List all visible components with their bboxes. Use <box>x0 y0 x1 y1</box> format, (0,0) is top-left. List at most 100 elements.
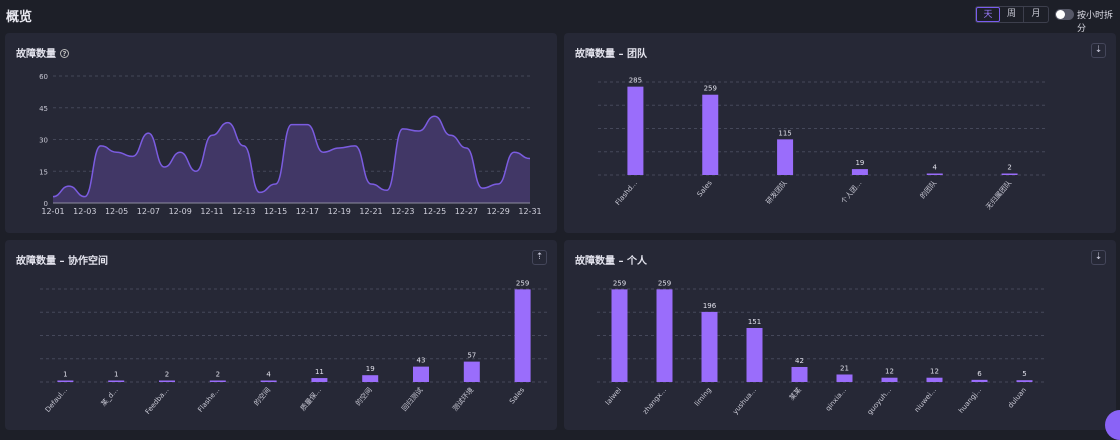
data-label: 1 <box>63 371 67 379</box>
data-label: 2 <box>216 371 220 379</box>
data-label: 12 <box>930 368 939 376</box>
x-tick-label: yushua... <box>731 386 758 416</box>
bar-chart: 259laiwei259zhangx...196liming151yushua.… <box>564 240 1116 430</box>
sort-asc-icon[interactable]: ⇡ <box>532 250 547 265</box>
x-tick-label: 12-01 <box>41 207 64 216</box>
x-tick-label: 回归测试 <box>400 386 425 413</box>
data-label: 2 <box>165 371 169 379</box>
bar <box>777 139 793 175</box>
x-tick-label: Flashe... <box>196 386 221 414</box>
x-tick-label: 12-19 <box>328 207 351 216</box>
bar <box>927 378 943 382</box>
chart-panel-space: 1 Defaul... 1 某_d... 2 Feedba... 2 Flashe... 4 的空… <box>5 240 557 430</box>
data-label: 12 <box>885 368 894 376</box>
data-label: 4 <box>933 164 938 172</box>
x-tick-label: laiwei <box>604 386 623 407</box>
x-tick-label: 12-27 <box>455 207 478 216</box>
data-label: 259 <box>613 279 626 287</box>
data-label: 2 <box>1007 164 1011 172</box>
x-tick-label: 12-05 <box>105 207 128 216</box>
bar <box>747 328 763 382</box>
data-label: 19 <box>855 159 864 167</box>
bar <box>413 367 429 382</box>
data-label: 115 <box>778 129 791 137</box>
x-tick-label: huangj... <box>957 386 983 415</box>
bar <box>210 381 226 383</box>
x-tick-label: 12-21 <box>359 207 382 216</box>
x-tick-label: Defaul... <box>44 386 69 414</box>
x-tick-label: 12-11 <box>200 207 223 216</box>
data-label: 19 <box>366 365 375 373</box>
data-label: 57 <box>467 352 476 360</box>
bar <box>837 374 853 382</box>
sort-desc-icon[interactable]: ⇣ <box>1091 250 1106 265</box>
data-label: 6 <box>977 370 982 378</box>
page-title: 概览 <box>6 6 32 25</box>
hourly-split-label: 按小时拆分 <box>1077 8 1120 34</box>
bar <box>627 87 643 175</box>
y-tick-label: 60 <box>39 73 48 81</box>
period-month-button[interactable]: 月 <box>1024 7 1048 22</box>
x-tick-label: 12-25 <box>423 207 446 216</box>
data-label: 5 <box>1022 370 1026 378</box>
bar <box>261 381 277 383</box>
data-label: 285 <box>629 77 642 85</box>
x-tick-label: 质量保... <box>298 386 323 413</box>
x-tick-label: liming <box>693 386 713 408</box>
hourly-split-toggle[interactable] <box>1055 9 1074 20</box>
bar <box>311 378 327 382</box>
data-label: 151 <box>748 318 761 326</box>
x-tick-label: 12-31 <box>518 207 541 216</box>
data-label: 43 <box>417 357 426 365</box>
bar <box>108 381 124 383</box>
bar <box>657 289 673 382</box>
x-tick-label: 个人团... <box>840 179 864 205</box>
bar <box>1017 380 1033 382</box>
bar <box>612 289 628 382</box>
data-label: 4 <box>266 371 271 379</box>
bar-chart: 285Flashd...259Sales115研发团队19个人团...4的团队2… <box>564 33 1116 233</box>
x-tick-label: 12-15 <box>264 207 287 216</box>
x-tick-label: 12-17 <box>296 207 319 216</box>
data-label: 11 <box>315 368 324 376</box>
x-tick-label: duluan <box>1006 386 1028 410</box>
chart-title: 故障数量 – 团队 <box>575 45 647 60</box>
x-tick-label: 12-07 <box>137 207 160 216</box>
x-tick-label: 测试环境 <box>450 386 475 413</box>
sort-desc-icon[interactable]: ⇣ <box>1091 43 1106 58</box>
data-label: 1 <box>114 371 118 379</box>
x-tick-label: 的空间 <box>252 386 272 408</box>
x-tick-label: 无归属团队 <box>984 179 1013 212</box>
data-label: 42 <box>795 357 804 365</box>
data-label: 259 <box>516 279 529 287</box>
x-tick-label: 12-13 <box>232 207 255 216</box>
help-icon[interactable]: ? <box>60 49 69 58</box>
data-label: 259 <box>704 85 717 93</box>
bar <box>852 169 868 175</box>
period-week-button[interactable]: 周 <box>1000 7 1024 22</box>
period-day-button[interactable]: 天 <box>976 7 1000 22</box>
x-tick-label: Sales <box>696 179 714 199</box>
x-tick-label: niuwei... <box>913 386 938 414</box>
x-tick-label: Feedba... <box>144 386 171 416</box>
x-tick-label: zhangx... <box>641 386 668 416</box>
bar <box>57 381 73 383</box>
bar <box>927 174 943 176</box>
chart-title: 故障数量 <box>16 49 56 60</box>
bar <box>464 362 480 382</box>
x-tick-label: guoyuh... <box>866 386 893 416</box>
chart-title: 故障数量 – 个人 <box>575 252 647 267</box>
y-tick-label: 45 <box>39 105 48 113</box>
y-tick-label: 15 <box>39 168 48 176</box>
data-label: 259 <box>658 279 671 287</box>
bar-chart: 1 Defaul... 1 某_d... 2 Feedba... 2 Flashe... 4 的空… <box>5 240 557 430</box>
period-selector: 天 周 月 <box>975 6 1049 23</box>
x-tick-label: 的团队 <box>918 179 938 201</box>
bar <box>362 375 378 382</box>
x-tick-label: 12-23 <box>391 207 414 216</box>
x-tick-label: 某_d... <box>100 386 120 408</box>
